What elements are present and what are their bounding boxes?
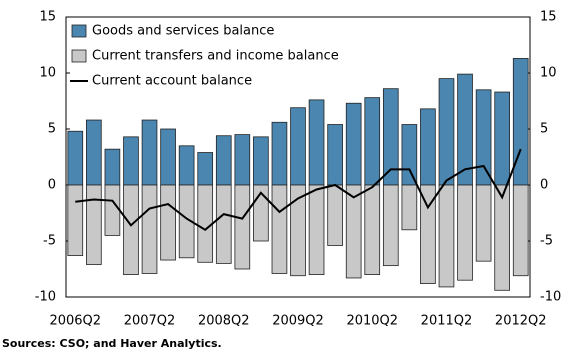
bar: [178, 145, 195, 186]
legend-label: Goods and services balance: [92, 24, 274, 39]
bar: [104, 148, 121, 186]
bar: [197, 152, 214, 186]
x-tick-label: 2006Q2: [49, 314, 101, 329]
bar: [253, 136, 269, 186]
bar: [104, 184, 121, 236]
bar: [420, 108, 436, 186]
x-tick-label: 2010Q2: [346, 314, 398, 329]
bar: [420, 184, 436, 284]
bar: [327, 124, 343, 186]
bar: [271, 184, 288, 274]
bar: [141, 184, 158, 274]
bar: [308, 184, 325, 275]
bar: [475, 184, 492, 262]
x-tick-label: 2009Q2: [272, 314, 324, 329]
x-tick-label: 2008Q2: [198, 314, 250, 329]
bar: [123, 184, 139, 275]
bar: [401, 184, 418, 231]
bar: [123, 136, 139, 186]
legend-label: Current transfers and income balance: [92, 49, 339, 64]
bar: [160, 184, 176, 261]
bar: [494, 184, 510, 291]
bar: [494, 91, 510, 186]
bar: [141, 119, 158, 186]
y-tick-label: 10: [39, 66, 56, 81]
bar: [86, 184, 102, 265]
bar: [345, 184, 362, 279]
legend-label: Current account balance: [92, 74, 252, 89]
y2-tick-label: -5: [540, 234, 553, 249]
bar: [215, 184, 232, 264]
bar: [512, 58, 529, 186]
bar: [215, 135, 232, 186]
bar: [234, 184, 251, 270]
x-tick-label: 2012Q2: [495, 314, 547, 329]
bar: [160, 128, 176, 186]
bar: [364, 184, 381, 275]
bar: [234, 134, 251, 186]
y-tick-label: 5: [48, 122, 56, 137]
bar: [308, 99, 325, 186]
bar: [512, 184, 529, 277]
bar: [475, 89, 492, 186]
bar: [271, 121, 288, 186]
bar: [67, 130, 84, 186]
y2-tick-label: 0: [540, 178, 548, 193]
y2-tick-label: 10: [540, 66, 557, 81]
y-tick-label: 15: [39, 10, 56, 25]
bar: [457, 184, 473, 281]
bar: [197, 184, 214, 263]
bar: [345, 102, 362, 186]
y-tick-label: -10: [35, 290, 56, 305]
y-tick-label: 0: [48, 178, 56, 193]
x-tick-label: 2011Q2: [421, 314, 473, 329]
bar: [86, 119, 102, 186]
bar: [438, 78, 455, 186]
bar: [438, 184, 455, 288]
source-note: Sources: CSO; and Haver Analytics.: [2, 337, 222, 350]
y2-tick-label: 15: [540, 10, 557, 25]
y2-tick-label: 5: [540, 122, 548, 137]
bar: [290, 184, 306, 277]
line: [75, 148, 522, 232]
y-tick-label: -5: [43, 234, 56, 249]
bar: [67, 184, 84, 256]
bar: [401, 124, 418, 186]
bar: [327, 184, 343, 246]
bar: [178, 184, 195, 259]
legend-swatch: [71, 24, 87, 38]
legend-swatch: [71, 49, 87, 63]
y2-tick-label: -10: [540, 290, 561, 305]
x-tick-label: 2007Q2: [124, 314, 176, 329]
bar: [382, 184, 399, 267]
plot-frame: [65, 16, 531, 298]
bar: [364, 97, 381, 186]
bar: [290, 107, 306, 186]
